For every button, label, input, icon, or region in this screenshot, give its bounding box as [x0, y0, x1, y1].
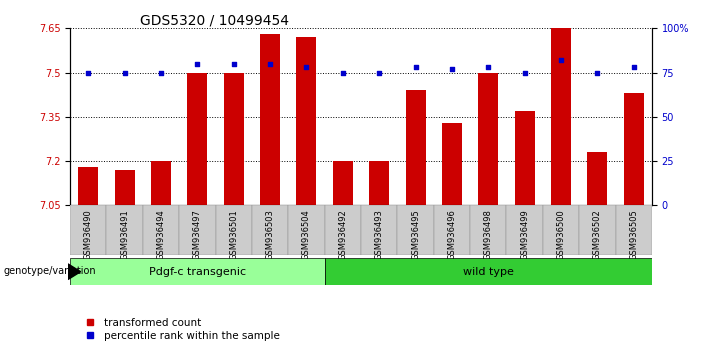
Text: GSM936501: GSM936501 [229, 209, 238, 260]
Bar [506, 205, 543, 255]
Text: Pdgf-c transgenic: Pdgf-c transgenic [149, 267, 246, 277]
Text: GSM936495: GSM936495 [411, 209, 420, 260]
Bar [551, 28, 571, 205]
Text: GSM936505: GSM936505 [629, 209, 638, 260]
Text: GDS5320 / 10499454: GDS5320 / 10499454 [140, 13, 289, 27]
Bar [615, 205, 652, 255]
Bar [333, 161, 353, 205]
Text: GSM936500: GSM936500 [557, 209, 566, 260]
Text: GSM936503: GSM936503 [266, 209, 275, 260]
Text: GSM936497: GSM936497 [193, 209, 202, 260]
Bar [143, 205, 179, 255]
Bar [515, 111, 535, 205]
Point [483, 64, 494, 70]
Text: GSM936499: GSM936499 [520, 209, 529, 260]
Point [519, 70, 530, 75]
Bar [187, 73, 207, 205]
Bar [107, 205, 143, 255]
Bar [115, 170, 135, 205]
Text: wild type: wild type [463, 267, 514, 277]
Point [337, 70, 348, 75]
Bar [216, 205, 252, 255]
Bar [260, 34, 280, 205]
Polygon shape [68, 264, 81, 280]
Text: GSM936493: GSM936493 [375, 209, 383, 260]
Point [119, 70, 130, 75]
Bar [543, 205, 579, 255]
Legend: transformed count, percentile rank within the sample: transformed count, percentile rank withi… [75, 314, 285, 345]
Bar [587, 152, 607, 205]
Text: GSM936496: GSM936496 [447, 209, 456, 260]
Bar [325, 258, 652, 285]
Point [264, 61, 275, 67]
Bar [478, 73, 498, 205]
Point [628, 64, 639, 70]
Text: GSM936494: GSM936494 [156, 209, 165, 260]
Bar [252, 205, 288, 255]
Bar [470, 205, 506, 255]
Bar [325, 205, 361, 255]
Bar [442, 123, 462, 205]
Bar [151, 161, 171, 205]
Point [156, 70, 167, 75]
Bar [397, 205, 434, 255]
Bar [579, 205, 615, 255]
Bar [70, 258, 325, 285]
Bar [179, 205, 216, 255]
Point [555, 57, 566, 63]
Point [301, 64, 312, 70]
Bar [434, 205, 470, 255]
Bar [361, 205, 397, 255]
Text: genotype/variation: genotype/variation [4, 266, 96, 276]
Bar [369, 161, 389, 205]
Point [410, 64, 421, 70]
Bar [288, 205, 325, 255]
Bar [70, 205, 107, 255]
Text: GSM936490: GSM936490 [84, 209, 93, 260]
Text: GSM936502: GSM936502 [593, 209, 602, 260]
Bar [224, 73, 244, 205]
Point [192, 61, 203, 67]
Text: GSM936498: GSM936498 [484, 209, 493, 260]
Bar [406, 90, 426, 205]
Point [447, 66, 458, 72]
Point [592, 70, 603, 75]
Point [228, 61, 239, 67]
Point [374, 70, 385, 75]
Bar [79, 167, 98, 205]
Text: GSM936491: GSM936491 [120, 209, 129, 260]
Bar [297, 37, 316, 205]
Point [83, 70, 94, 75]
Bar [624, 93, 644, 205]
Text: GSM936492: GSM936492 [339, 209, 347, 260]
Text: GSM936504: GSM936504 [302, 209, 311, 260]
